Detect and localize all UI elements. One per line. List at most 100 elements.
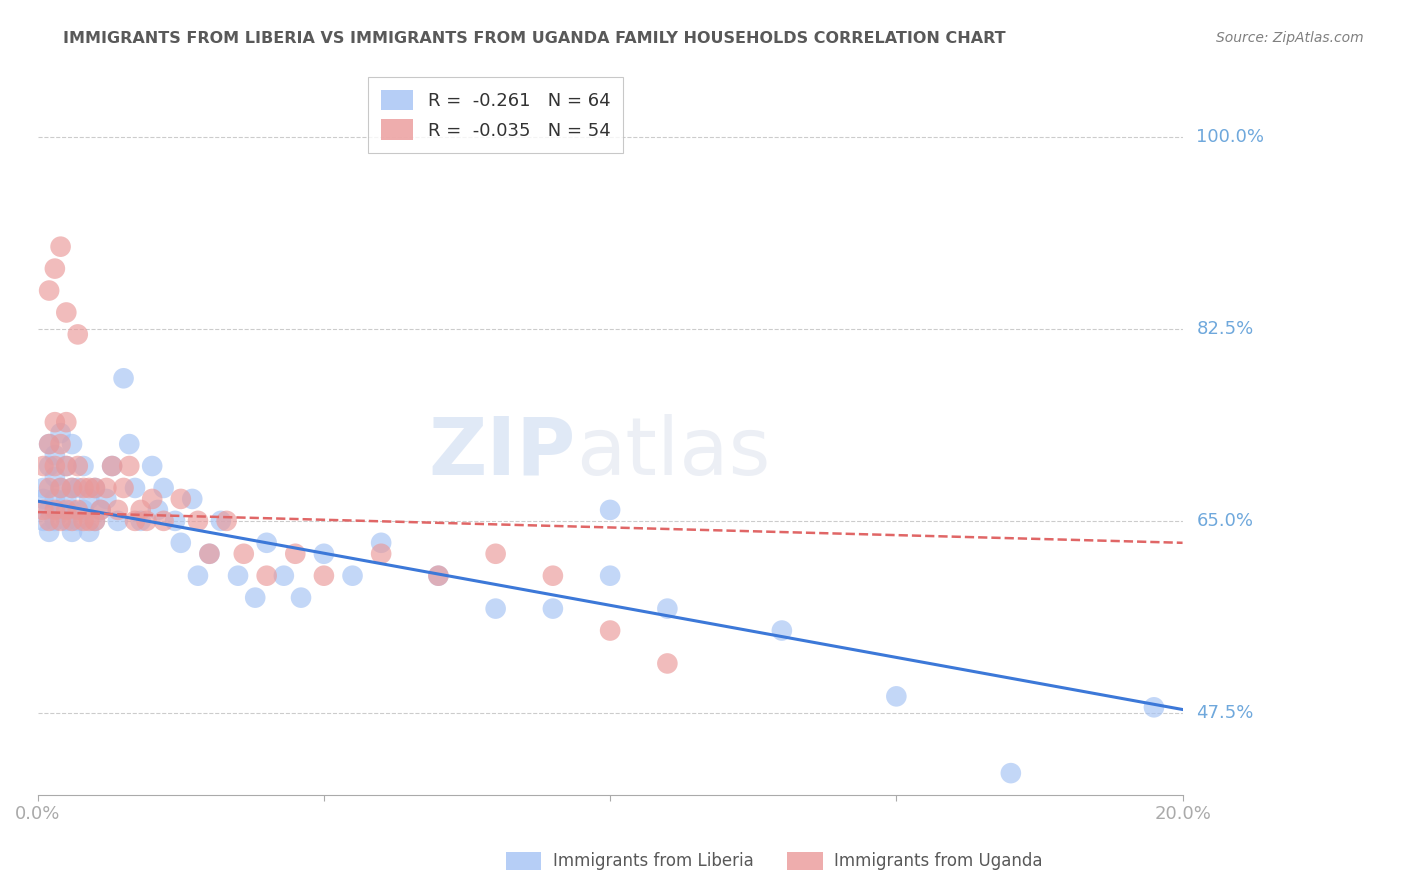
Point [198, 547, 221, 561]
Point [112, 481, 135, 495]
Point [44, 503, 66, 517]
Point [770, 624, 793, 638]
Point [38, 284, 60, 298]
Point [118, 458, 141, 473]
Point [96, 491, 118, 506]
Text: atlas: atlas [576, 414, 770, 491]
Point [77, 481, 100, 495]
Point [72, 458, 94, 473]
Point [60, 514, 83, 528]
Point [84, 481, 107, 495]
Point [32, 491, 55, 506]
Point [427, 568, 450, 582]
Point [49, 240, 72, 254]
Point [256, 568, 278, 582]
Text: 47.5%: 47.5% [1197, 704, 1254, 722]
Point [44, 458, 66, 473]
Point [1143, 700, 1166, 714]
Point [77, 524, 100, 539]
Point [60, 481, 83, 495]
Point [44, 415, 66, 429]
Point [256, 536, 278, 550]
Point [427, 568, 450, 582]
Point [66, 503, 89, 517]
Text: IMMIGRANTS FROM LIBERIA VS IMMIGRANTS FROM UGANDA FAMILY HOUSEHOLDS CORRELATION : IMMIGRANTS FROM LIBERIA VS IMMIGRANTS FR… [63, 31, 1005, 46]
Point [49, 503, 72, 517]
Point [55, 514, 77, 528]
Point [370, 547, 392, 561]
Point [38, 437, 60, 451]
Text: ZIP: ZIP [429, 414, 576, 491]
Point [44, 261, 66, 276]
Point [60, 524, 83, 539]
Point [886, 690, 908, 704]
Point [44, 470, 66, 484]
Point [284, 547, 307, 561]
Point [485, 547, 508, 561]
Point [44, 514, 66, 528]
Point [146, 503, 169, 517]
Point [170, 491, 193, 506]
Point [657, 601, 679, 615]
Legend: R =  -0.261   N = 64, R =  -0.035   N = 54: R = -0.261 N = 64, R = -0.035 N = 54 [368, 77, 623, 153]
Point [657, 657, 679, 671]
Point [342, 568, 364, 582]
Point [55, 458, 77, 473]
Text: 82.5%: 82.5% [1197, 320, 1254, 338]
Point [112, 371, 135, 385]
Point [599, 568, 621, 582]
Point [118, 437, 141, 451]
Point [181, 491, 204, 506]
Point [187, 568, 209, 582]
Point [209, 514, 232, 528]
Point [55, 458, 77, 473]
Point [170, 536, 193, 550]
Point [599, 503, 621, 517]
Point [84, 514, 107, 528]
Point [124, 481, 146, 495]
Point [55, 491, 77, 506]
Point [370, 536, 392, 550]
Text: 100.0%: 100.0% [1197, 128, 1264, 146]
Point [232, 547, 254, 561]
Point [90, 503, 112, 517]
Point [49, 426, 72, 441]
Point [60, 503, 83, 517]
Point [55, 305, 77, 319]
Point [187, 514, 209, 528]
Point [49, 514, 72, 528]
Point [49, 481, 72, 495]
Point [32, 514, 55, 528]
Point [312, 568, 335, 582]
Point [273, 568, 295, 582]
Point [60, 437, 83, 451]
Point [1000, 766, 1022, 780]
Point [129, 503, 152, 517]
Text: Immigrants from Uganda: Immigrants from Uganda [834, 852, 1042, 870]
Point [107, 503, 129, 517]
Point [152, 514, 174, 528]
Point [101, 458, 124, 473]
Point [44, 491, 66, 506]
Point [66, 458, 89, 473]
Point [77, 491, 100, 506]
Point [90, 503, 112, 517]
Point [135, 514, 157, 528]
Point [101, 458, 124, 473]
Point [599, 624, 621, 638]
Point [77, 514, 100, 528]
Point [312, 547, 335, 561]
Point [38, 524, 60, 539]
Point [215, 514, 238, 528]
Point [541, 601, 564, 615]
Point [72, 503, 94, 517]
Point [32, 458, 55, 473]
Text: Immigrants from Liberia: Immigrants from Liberia [553, 852, 754, 870]
Text: Source: ZipAtlas.com: Source: ZipAtlas.com [1216, 31, 1364, 45]
Point [226, 568, 249, 582]
Point [107, 514, 129, 528]
Point [55, 415, 77, 429]
Point [152, 481, 174, 495]
Point [198, 547, 221, 561]
Point [84, 514, 107, 528]
